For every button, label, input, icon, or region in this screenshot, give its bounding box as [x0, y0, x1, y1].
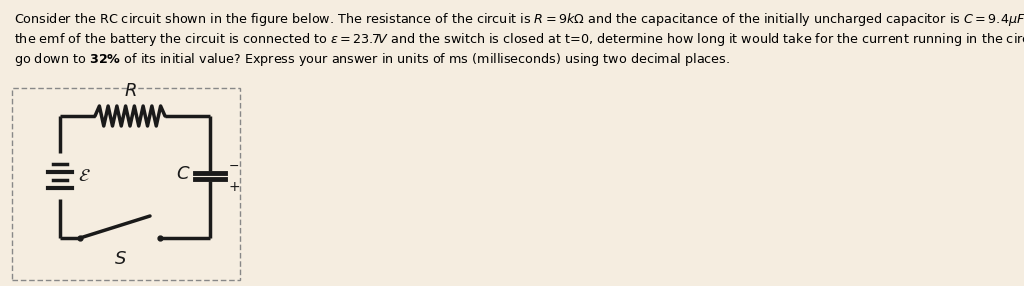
Text: Consider the RC circuit shown in the figure below. The resistance of the circuit: Consider the RC circuit shown in the fig…: [14, 11, 1024, 28]
Text: $S$: $S$: [114, 250, 126, 268]
Text: $R$: $R$: [124, 82, 136, 100]
Text: $-$: $-$: [228, 159, 240, 172]
Text: $C$: $C$: [176, 165, 191, 183]
Text: the emf of the battery the circuit is connected to $\varepsilon = 23.7V$ and the: the emf of the battery the circuit is co…: [14, 31, 1024, 48]
Text: $\mathcal{E}$: $\mathcal{E}$: [78, 167, 91, 185]
Text: go down to $\mathbf{32\%}$ of its initial value? Express your answer in units of: go down to $\mathbf{32\%}$ of its initia…: [14, 51, 730, 68]
Text: $+$: $+$: [228, 180, 240, 194]
Bar: [12, 88, 240, 280]
